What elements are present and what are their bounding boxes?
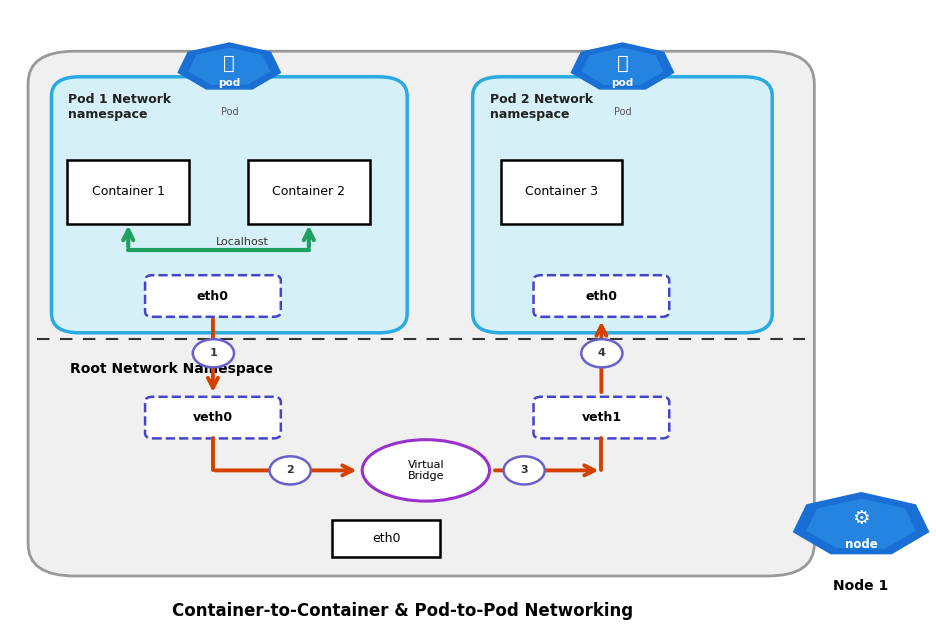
- Text: ⚙: ⚙: [853, 509, 870, 528]
- Polygon shape: [188, 47, 271, 85]
- Text: Root Network Namespace: Root Network Namespace: [70, 362, 273, 376]
- Text: Pod 2 Network
namespace: Pod 2 Network namespace: [490, 93, 592, 121]
- Text: Pod 1 Network
namespace: Pod 1 Network namespace: [68, 93, 171, 121]
- Text: 2: 2: [286, 465, 294, 476]
- Circle shape: [270, 456, 311, 484]
- Text: veth0: veth0: [193, 411, 233, 424]
- Circle shape: [193, 339, 234, 367]
- Text: pod: pod: [611, 78, 634, 88]
- FancyBboxPatch shape: [145, 397, 281, 438]
- FancyBboxPatch shape: [332, 520, 440, 557]
- Text: 🗄: 🗄: [224, 54, 235, 73]
- Text: veth1: veth1: [581, 411, 622, 424]
- Text: 🗄: 🗄: [617, 54, 628, 73]
- Text: eth0: eth0: [372, 532, 401, 545]
- Text: 4: 4: [598, 348, 606, 358]
- Ellipse shape: [362, 440, 490, 501]
- Text: Container 1: Container 1: [92, 186, 165, 198]
- Text: node: node: [845, 538, 877, 550]
- FancyBboxPatch shape: [473, 77, 772, 333]
- Text: 1: 1: [210, 348, 217, 358]
- Polygon shape: [570, 42, 675, 90]
- Text: Pod: Pod: [614, 107, 631, 117]
- FancyBboxPatch shape: [534, 397, 669, 438]
- FancyBboxPatch shape: [248, 160, 370, 224]
- Text: eth0: eth0: [585, 289, 618, 303]
- FancyBboxPatch shape: [51, 77, 407, 333]
- Text: 3: 3: [520, 465, 528, 476]
- FancyBboxPatch shape: [534, 275, 669, 317]
- Text: Pod: Pod: [221, 107, 238, 117]
- Polygon shape: [793, 492, 929, 554]
- FancyBboxPatch shape: [28, 51, 814, 576]
- Circle shape: [504, 456, 545, 484]
- Polygon shape: [177, 42, 282, 90]
- Text: pod: pod: [218, 78, 241, 88]
- Circle shape: [581, 339, 622, 367]
- FancyBboxPatch shape: [145, 275, 281, 317]
- Polygon shape: [807, 499, 915, 548]
- Text: eth0: eth0: [197, 289, 229, 303]
- Text: Localhost: Localhost: [215, 237, 269, 247]
- Text: Container 2: Container 2: [272, 186, 345, 198]
- Polygon shape: [581, 47, 664, 85]
- FancyBboxPatch shape: [501, 160, 622, 224]
- Text: Node 1: Node 1: [833, 579, 889, 593]
- FancyBboxPatch shape: [67, 160, 189, 224]
- Text: Virtual
Bridge: Virtual Bridge: [407, 460, 445, 481]
- Text: Container 3: Container 3: [525, 186, 598, 198]
- Text: Container-to-Container & Pod-to-Pod Networking: Container-to-Container & Pod-to-Pod Netw…: [172, 602, 633, 620]
